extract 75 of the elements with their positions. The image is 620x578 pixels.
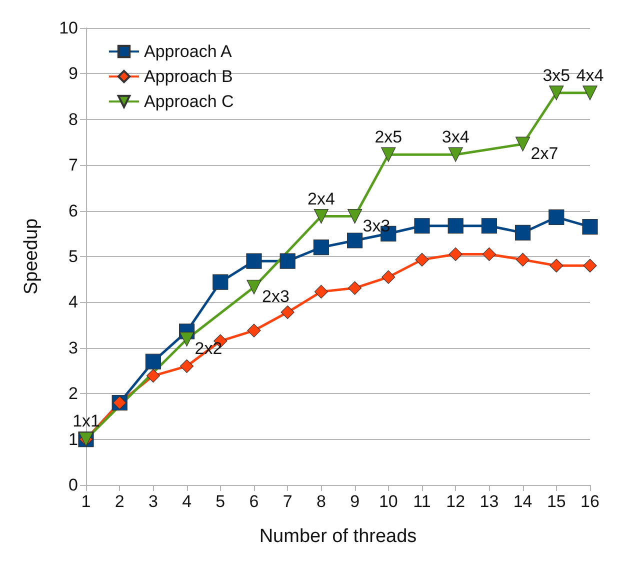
x-axis-title: Number of threads — [259, 526, 417, 547]
x-tick-label: 1 — [81, 492, 91, 511]
point — [348, 208, 362, 224]
x-tick-label: 10 — [378, 492, 398, 511]
point — [313, 240, 329, 256]
point — [314, 284, 328, 298]
point — [415, 252, 429, 266]
point — [146, 368, 160, 383]
point — [381, 147, 396, 162]
x-tick-label: 8 — [316, 492, 326, 511]
legend-label: Approach C — [144, 92, 234, 111]
y-tick-label: 7 — [68, 156, 78, 175]
x-tick-label: 14 — [513, 492, 532, 511]
x-tick-label: 9 — [350, 492, 360, 511]
point — [382, 270, 396, 284]
point — [280, 305, 294, 320]
y-tick-label: 2 — [68, 384, 78, 404]
y-tick-label: 4 — [68, 292, 78, 312]
point — [145, 354, 161, 370]
point — [280, 253, 296, 269]
y-tick-label: 3 — [68, 338, 78, 358]
y-tick-label: 0 — [68, 476, 78, 494]
y-tick-label: 10 — [59, 18, 78, 38]
x-tick-label: 2 — [114, 492, 124, 511]
annotation: 4x4 — [576, 66, 604, 85]
annotation: 2x4 — [307, 189, 335, 208]
point — [180, 359, 194, 373]
x-tick-label: 3 — [148, 492, 158, 511]
point — [549, 86, 564, 100]
x-tick-label: 15 — [546, 492, 566, 511]
annotation: 3x4 — [442, 128, 470, 147]
point — [583, 258, 597, 272]
point — [448, 247, 462, 262]
point — [516, 136, 530, 152]
point — [482, 247, 496, 262]
annotation: 2x7 — [530, 144, 558, 164]
x-tick-label: 16 — [580, 492, 600, 511]
x-tick-label: 12 — [446, 492, 466, 511]
annotation: 2x5 — [374, 128, 402, 147]
point — [481, 218, 497, 234]
annotation: 1x1 — [72, 411, 100, 430]
x-tick-label: 13 — [480, 492, 499, 511]
x-tick-label: 11 — [413, 492, 431, 511]
legend-label: Approach A — [144, 42, 233, 61]
point — [448, 147, 463, 162]
point — [314, 208, 328, 224]
x-tick-label: 7 — [282, 492, 292, 511]
point — [516, 252, 530, 266]
y-tick-label: 9 — [68, 64, 78, 84]
annotation: 3x5 — [542, 66, 570, 85]
y-tick-label: 1 — [68, 430, 78, 449]
y-tick-label: 5 — [68, 247, 78, 266]
point — [414, 218, 430, 234]
y-tick-label: 8 — [68, 110, 78, 129]
x-tick-label: 4 — [182, 492, 192, 511]
y-axis-title: Speedup — [21, 218, 42, 295]
point — [515, 224, 531, 241]
point — [448, 218, 464, 234]
point — [548, 209, 564, 225]
point — [212, 274, 228, 290]
point — [347, 232, 363, 248]
annotation: 3x3 — [362, 216, 390, 236]
point — [246, 280, 262, 294]
point — [247, 324, 261, 338]
point — [582, 86, 598, 100]
point — [246, 253, 262, 269]
annotation: 2x3 — [262, 287, 290, 306]
legend-label: Approach B — [144, 67, 233, 86]
x-tick-label: 6 — [249, 492, 259, 511]
point — [348, 281, 362, 295]
point — [582, 218, 598, 235]
point — [180, 332, 194, 347]
y-tick-label: 6 — [68, 201, 78, 220]
point — [550, 258, 564, 272]
x-tick-label: 5 — [216, 492, 226, 511]
